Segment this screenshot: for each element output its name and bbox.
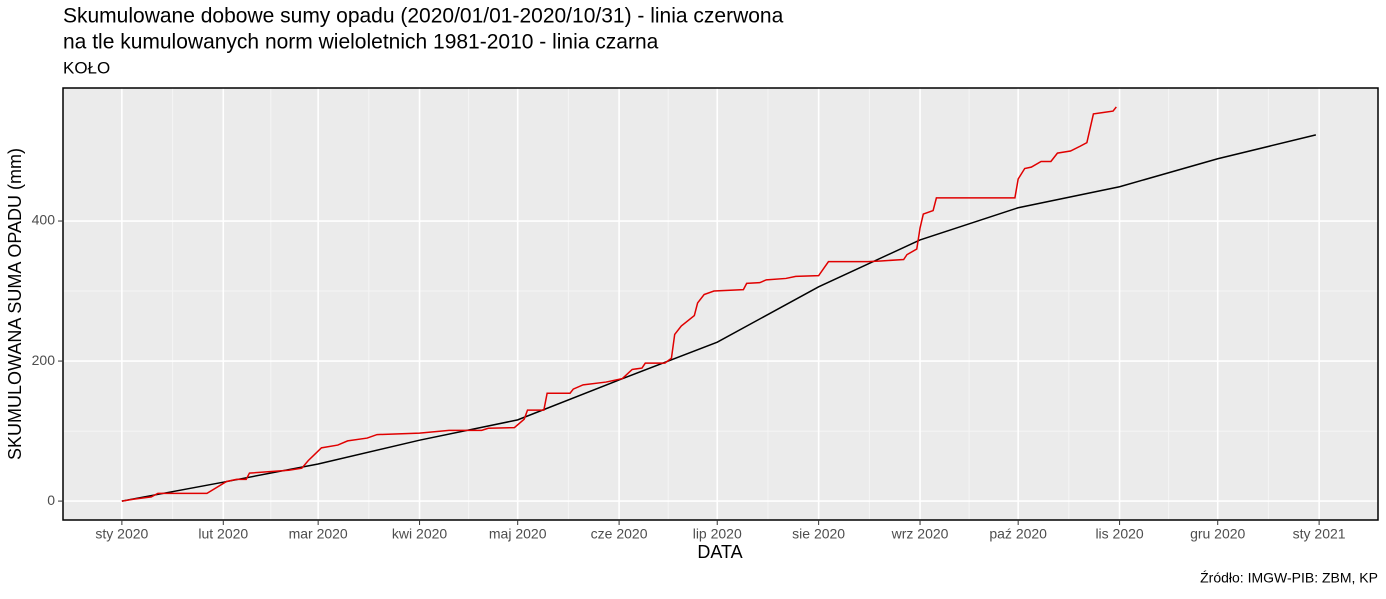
x-tick-label: cze 2020	[591, 526, 648, 542]
y-tick-label: 0	[47, 492, 55, 508]
chart-subtitle: na tle kumulowanych norm wieloletnich 19…	[63, 31, 659, 54]
station-name: KOŁO	[63, 58, 110, 77]
x-tick-label: wrz 2020	[891, 526, 949, 542]
panel-border	[62, 87, 1379, 521]
x-tick-label: kwi 2020	[392, 526, 447, 542]
axes: sty 2020 lut 2020 mar 2020 kwi 2020 maj 2020…	[32, 212, 1346, 542]
lines	[121, 106, 1317, 502]
chart-title: Skumulowane dobowe sumy opadu (2020/01/0…	[63, 5, 784, 28]
plot-panel	[63, 88, 1378, 520]
x-tick-label: lip 2020	[693, 526, 742, 542]
source-note: Źródło: IMGW-PIB: ZBM, KP	[1200, 570, 1378, 586]
x-tick-label: gru 2020	[1190, 526, 1245, 542]
series-line	[121, 106, 1117, 502]
x-tick-label: lis 2020	[1095, 526, 1143, 542]
x-tick-label: mar 2020	[289, 526, 348, 542]
x-axis-title: DATA	[697, 542, 742, 562]
x-tick-label: sie 2020	[792, 526, 845, 542]
series-line	[121, 134, 1317, 502]
x-tick-label: maj 2020	[489, 526, 547, 542]
y-axis-title: SKUMULOWANA SUMA OPADU (mm)	[5, 148, 25, 460]
x-tick-label: sty 2020	[95, 526, 148, 542]
x-tick-label: sty 2021	[1293, 526, 1346, 542]
x-tick-label: paź 2020	[989, 526, 1047, 542]
y-tick-label: 200	[32, 352, 56, 368]
x-tick-label: lut 2020	[198, 526, 248, 542]
y-tick-label: 400	[32, 212, 56, 228]
